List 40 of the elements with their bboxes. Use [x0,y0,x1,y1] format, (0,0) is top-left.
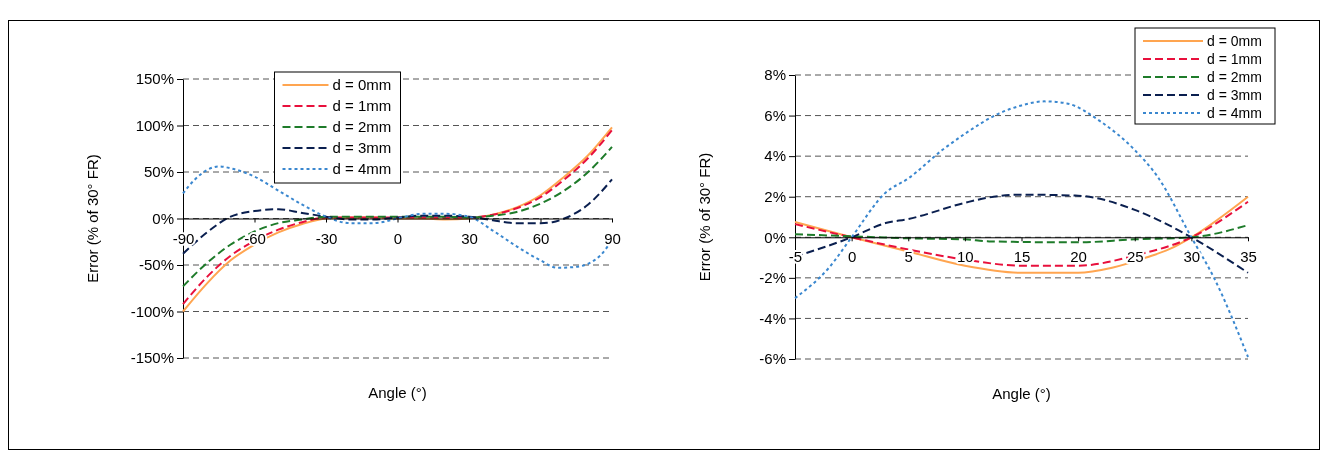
y-tick-label: 4% [764,147,786,165]
x-tick-label: 60 [532,229,550,247]
legend-label: d = 1mm [1207,51,1262,67]
x-tick-label: 90 [604,229,621,247]
x-axis-title: Angle (°) [992,385,1051,402]
y-tick-label: 100% [135,116,174,134]
legend-label: d = 4mm [332,160,392,177]
legend-label: d = 0mm [332,76,392,93]
x-tick-label: 30 [461,229,478,247]
y-tick-label: -2% [759,269,786,287]
y-tick-label: -150% [130,349,174,367]
x-tick-label: 0 [847,248,857,266]
x-tick-label: 30 [1183,248,1201,266]
legend-label: d = 1mm [332,97,392,114]
y-tick-label: -6% [759,350,786,368]
legend-label: d = 2mm [332,118,392,135]
x-tick-label: 35 [1240,248,1257,266]
y-tick-label: 150% [135,70,174,88]
y-tick-label: 0% [152,209,174,227]
x-tick-label: 20 [1070,248,1087,266]
y-tick-label: 0% [764,228,786,246]
legend-label: d = 3mm [332,139,392,156]
y-tick-label: -100% [130,302,174,320]
x-tick-label: 5 [904,248,913,266]
legend-label: d = 3mm [1207,87,1262,103]
x-tick-label: 15 [1013,248,1031,266]
y-axis-title: Error (% of 30° FR) [696,152,713,282]
legend-label: d = 2mm [1207,69,1262,85]
x-tick-label: 0 [393,229,403,247]
x-tick-label: -30 [315,229,338,247]
y-tick-label: 6% [764,106,786,124]
y-axis-title: Error (% of 30° FR) [84,154,101,283]
legend-label: d = 4mm [1207,105,1262,121]
legend-label: d = 0mm [1207,33,1262,49]
y-tick-label: 2% [764,188,786,206]
y-tick-label: -4% [759,309,786,327]
y-tick-label: -50% [138,256,174,274]
x-axis-title: Angle (°) [368,384,427,401]
y-tick-label: 8% [764,66,786,84]
y-tick-label: 50% [143,163,174,181]
